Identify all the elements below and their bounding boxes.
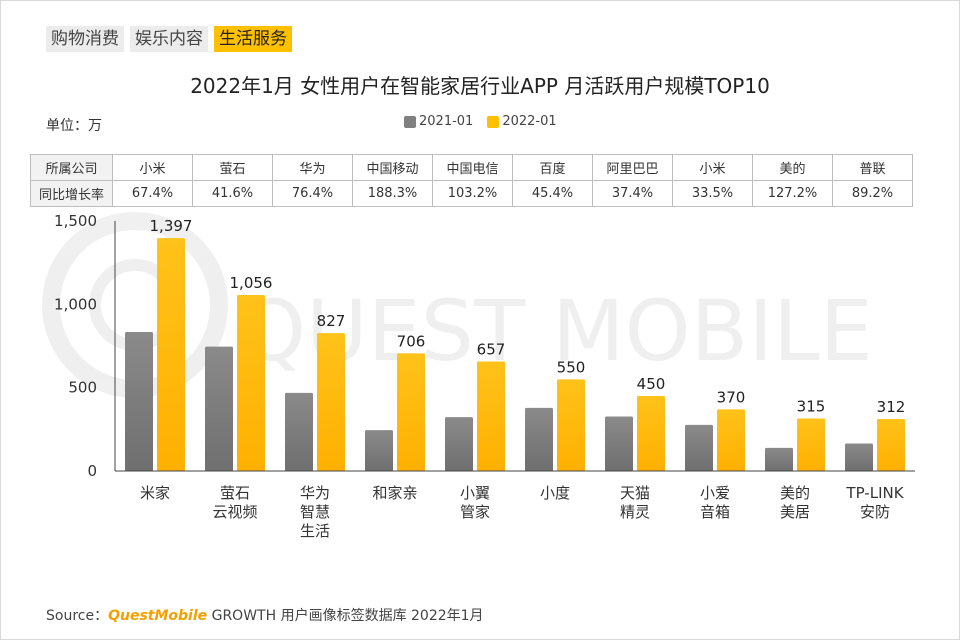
- category-tabs: 购物消费 娱乐内容 生活服务: [46, 26, 292, 52]
- company-cell: 萤石: [192, 154, 273, 181]
- legend-label-2021: 2021-01: [419, 114, 474, 129]
- growth-row: 同比增长率 67.4% 41.6% 76.4% 188.3% 103.2% 45…: [30, 180, 913, 207]
- x-tick-label: 华为: [300, 484, 330, 502]
- data-label: 657: [477, 341, 506, 359]
- legend-swatch-2022: [487, 115, 500, 128]
- growth-table: 所属公司 小米 萤石 华为 中国移动 中国电信 百度 阿里巴巴 小米 美的 普联…: [30, 154, 913, 207]
- data-label: 706: [397, 332, 426, 350]
- x-tick-label: 音箱: [700, 503, 730, 521]
- company-cell: 百度: [512, 154, 593, 181]
- bar-2021-01: [605, 416, 633, 471]
- data-label: 1,056: [230, 274, 273, 292]
- growth-cell: 76.4%: [272, 180, 353, 207]
- y-tick-label: 1,000: [54, 295, 97, 313]
- x-tick-label: 云视频: [212, 503, 257, 521]
- bar-2022-01: [237, 295, 265, 471]
- growth-cell: 37.4%: [592, 180, 673, 207]
- company-cell: 小米: [672, 154, 753, 181]
- company-row: 所属公司 小米 萤石 华为 中国移动 中国电信 百度 阿里巴巴 小米 美的 普联: [30, 154, 913, 181]
- bar-2021-01: [285, 392, 313, 471]
- data-label: 550: [557, 358, 586, 376]
- bar-2022-01: [397, 353, 425, 471]
- bar-2022-01: [317, 333, 345, 471]
- growth-cell: 45.4%: [512, 180, 593, 207]
- x-tick-label: 精灵: [620, 503, 650, 521]
- bar-chart: QUEST MOBILE 0 500 1,000 1,500 1,397 1,056 82…: [42, 212, 915, 540]
- legend-label-2022: 2022-01: [502, 114, 557, 129]
- bar-2021-01: [525, 407, 553, 471]
- company-cell: 中国移动: [352, 154, 433, 181]
- bar-2021-01: [205, 346, 233, 471]
- legend: 2021-01 2022-01: [404, 114, 557, 129]
- growth-cell: 127.2%: [752, 180, 833, 207]
- tab-shopping[interactable]: 购物消费: [46, 26, 124, 52]
- tab-entertainment[interactable]: 娱乐内容: [130, 26, 208, 52]
- bar-2022-01: [557, 379, 585, 471]
- x-tick-label: 萤石: [220, 484, 250, 502]
- y-axis: 0 500 1,000 1,500: [54, 212, 116, 480]
- data-label: 1,397: [150, 217, 193, 235]
- x-tick-label: 天猫: [620, 484, 650, 502]
- x-tick-label: 管家: [460, 503, 490, 521]
- y-tick-label: 1,500: [54, 212, 97, 230]
- x-tick-label: TP-LINK: [845, 484, 904, 502]
- legend-item-2021: 2021-01: [404, 114, 473, 129]
- source-brand: QuestMobile: [108, 608, 208, 624]
- x-tick-label: 小爱: [700, 484, 730, 502]
- bar-2021-01: [125, 332, 153, 471]
- y-tick-label: 0: [87, 462, 97, 480]
- data-label: 450: [637, 375, 666, 393]
- growth-header: 同比增长率: [30, 180, 113, 207]
- x-tick-label: 美居: [780, 503, 810, 521]
- bar-2022-01: [797, 418, 825, 471]
- x-tick-label: 美的: [780, 484, 810, 502]
- bar-2022-01: [157, 238, 185, 471]
- bar-2021-01: [685, 424, 713, 471]
- legend-swatch-2021: [404, 115, 416, 128]
- data-label: 370: [717, 388, 746, 406]
- bar-2022-01: [637, 396, 665, 471]
- growth-cell: 41.6%: [192, 180, 273, 207]
- x-tick-label: 小翼: [460, 484, 490, 502]
- source-note: Source：QuestMobile GROWTH 用户画像标签数据库 2022…: [46, 605, 484, 625]
- legend-item-2022: 2022-01: [487, 114, 557, 129]
- bar-2021-01: [445, 417, 473, 471]
- x-tick-label: 米家: [140, 484, 170, 502]
- source-suffix: GROWTH 用户画像标签数据库 2022年1月: [207, 608, 484, 624]
- bar-2021-01: [845, 443, 873, 471]
- growth-cell: 89.2%: [832, 180, 913, 207]
- data-label: 827: [317, 312, 346, 330]
- tab-life-services[interactable]: 生活服务: [214, 26, 292, 52]
- chart-title: 2022年1月 女性用户在智能家居行业APP 月活跃用户规模TOP10: [190, 74, 770, 98]
- x-tick-label: 小度: [540, 484, 570, 502]
- company-cell: 小米: [112, 154, 193, 181]
- x-tick-label: 生活: [300, 522, 330, 540]
- watermark: QUEST MOBILE: [42, 212, 873, 398]
- x-tick-label: 智慧: [300, 503, 330, 521]
- bar-2022-01: [877, 419, 905, 471]
- watermark-text: QUEST MOBILE: [240, 282, 873, 380]
- data-label: 315: [797, 398, 826, 416]
- growth-cell: 67.4%: [112, 180, 193, 207]
- bars: 1,397 1,056 827 706 657 550 450 370 315 312: [125, 217, 905, 471]
- x-tick-label: 和家亲: [372, 484, 417, 502]
- bar-2021-01: [365, 430, 393, 471]
- source-prefix: Source：: [46, 608, 109, 624]
- unit-label: 单位：万: [46, 118, 102, 134]
- data-label: 312: [877, 398, 906, 416]
- x-tick-label: 安防: [860, 503, 890, 521]
- bar-2022-01: [477, 361, 505, 471]
- y-tick-label: 500: [68, 379, 97, 397]
- bar-2021-01: [765, 447, 793, 471]
- company-cell: 华为: [272, 154, 353, 181]
- bar-2022-01: [717, 409, 745, 471]
